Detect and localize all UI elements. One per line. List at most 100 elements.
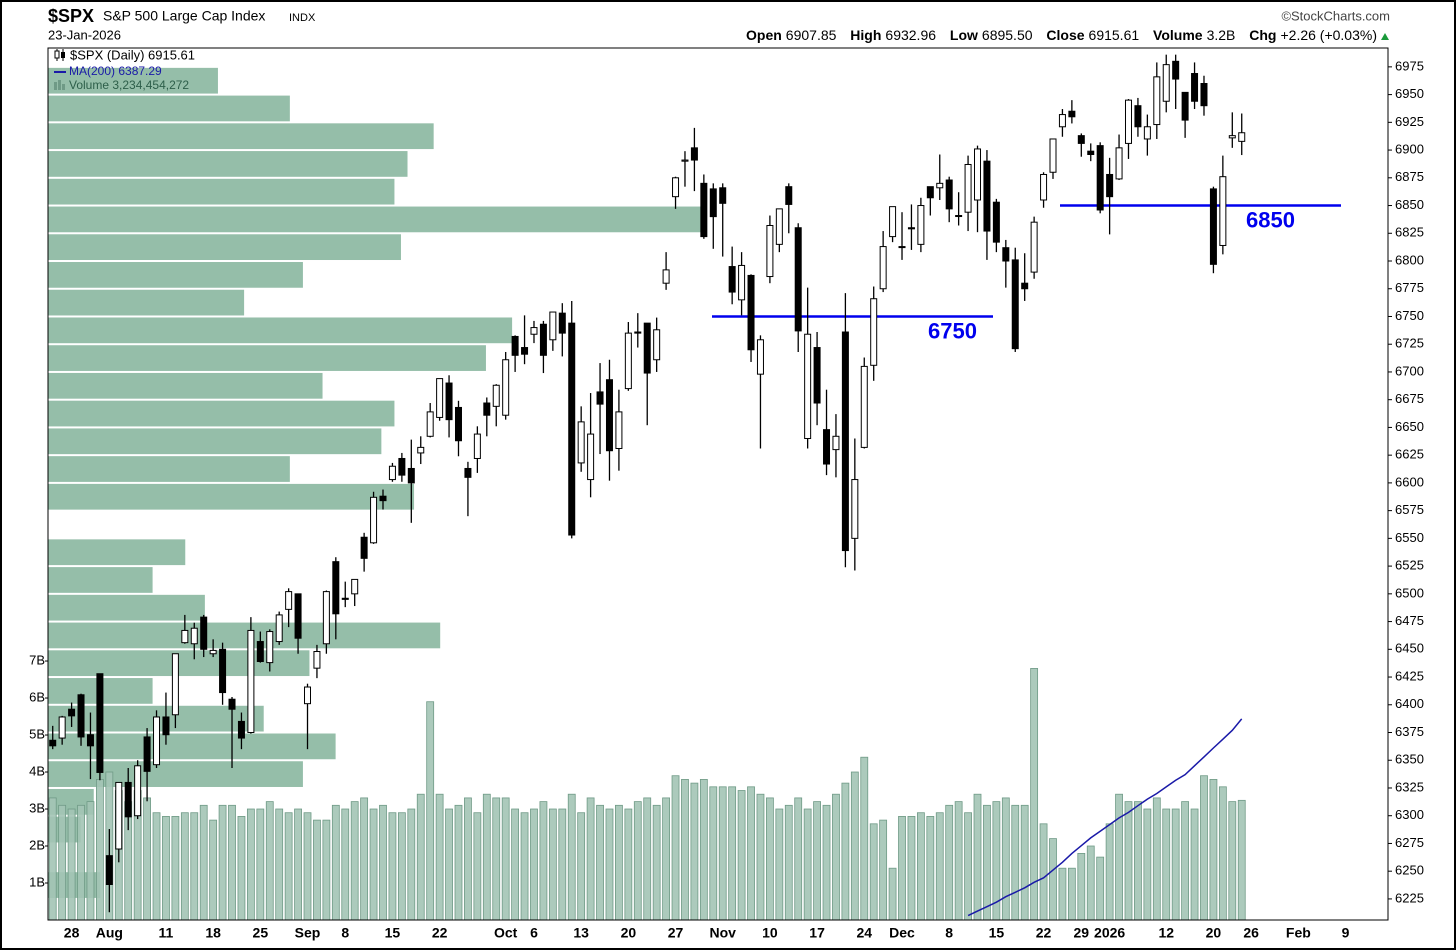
volume-bar	[681, 779, 689, 920]
volume-by-price-bar	[48, 262, 303, 288]
candle-body	[738, 264, 746, 301]
candle-body	[483, 402, 491, 416]
volume-by-price-bar	[48, 761, 303, 787]
volume-bar	[1067, 867, 1076, 920]
candle-body	[58, 716, 66, 739]
volume-tick-label: 4B	[29, 763, 45, 778]
candle-body	[162, 716, 170, 736]
exchange: INDX	[289, 12, 316, 24]
volume-bar	[832, 793, 840, 920]
candle-body	[945, 179, 953, 210]
candle-body	[294, 593, 302, 639]
volume-by-price-bar	[48, 345, 486, 371]
volume-bar	[86, 801, 95, 920]
volume-bar	[850, 771, 859, 920]
candle-body	[605, 379, 613, 452]
candle-body	[171, 653, 179, 716]
candle-body	[256, 641, 264, 663]
legend-icon	[54, 50, 60, 59]
x-tick-label: 10	[762, 925, 778, 941]
candle-body	[1011, 259, 1019, 350]
volume-bar	[775, 808, 784, 920]
y-tick-label: 6625	[1395, 447, 1424, 462]
quote-value: 6932.96	[885, 27, 936, 43]
x-tick-label: 15	[989, 925, 1005, 941]
volume-bar	[916, 812, 925, 920]
y-tick-label: 6725	[1395, 336, 1424, 351]
y-tick-label: 6350	[1395, 752, 1424, 767]
volume-bar	[983, 804, 991, 920]
candle-body	[672, 177, 680, 198]
y-tick-label: 6800	[1395, 252, 1424, 267]
candle-body	[454, 406, 462, 442]
candle-body	[615, 411, 623, 449]
quote-value: 6907.85	[786, 27, 837, 43]
y-tick-label: 6575	[1395, 502, 1424, 517]
candle-body	[68, 708, 76, 717]
candle-body	[388, 465, 396, 481]
volume-by-price-bar	[48, 622, 441, 649]
x-tick-label: 28	[64, 925, 80, 941]
level-label: 6750	[928, 318, 977, 343]
volume-bar	[379, 804, 387, 920]
volume-bar	[473, 812, 482, 920]
level-label: 6850	[1246, 207, 1295, 232]
y-tick-label: 6825	[1395, 225, 1424, 240]
x-tick-label: 17	[809, 925, 825, 941]
volume-bar	[728, 786, 737, 920]
candle-body	[86, 734, 94, 747]
volume-bar	[869, 823, 878, 920]
volume-bar	[48, 797, 57, 920]
volume-by-price-bar	[48, 594, 205, 621]
volume-bar	[1190, 808, 1199, 920]
candle-body	[709, 188, 717, 218]
y-tick-label: 6275	[1395, 835, 1424, 850]
candle-body	[1058, 114, 1066, 128]
candle-body	[719, 187, 727, 204]
x-tick-label: 22	[432, 925, 448, 941]
volume-tick-label: 6B	[29, 689, 45, 704]
candle-body	[105, 855, 113, 885]
volume-bar	[407, 808, 416, 920]
volume-bar	[209, 819, 218, 920]
volume-bar	[605, 808, 614, 920]
candle-body	[841, 331, 849, 552]
y-tick-label: 6375	[1395, 724, 1424, 739]
volume-bar	[794, 797, 803, 920]
candle-body	[879, 246, 887, 290]
volume-bar	[482, 793, 491, 920]
y-tick-label: 6450	[1395, 641, 1424, 656]
candle-body	[539, 323, 547, 356]
volume-by-price-bar	[48, 289, 245, 316]
volume-bar	[397, 812, 406, 920]
volume-bar	[58, 804, 67, 920]
volume-bar	[1134, 801, 1142, 920]
volume-bar	[718, 786, 727, 920]
candle-body	[436, 378, 444, 418]
candle-body	[974, 148, 982, 201]
volume-bar	[1228, 801, 1237, 920]
candle-body	[1219, 176, 1227, 246]
candle-body	[756, 339, 764, 375]
volume-bar	[596, 804, 604, 920]
volume-bar	[624, 808, 633, 920]
volume-bar	[350, 801, 359, 920]
volume-bar	[162, 816, 170, 920]
candle-body	[898, 246, 906, 249]
candle-body	[1200, 83, 1208, 107]
candle-body	[1030, 221, 1038, 273]
volume-bar	[671, 775, 680, 920]
candle-body	[596, 391, 604, 405]
volume-bar	[1143, 808, 1152, 920]
candle-body	[587, 433, 595, 481]
candle-body	[851, 479, 859, 539]
quote-label: Open	[746, 27, 782, 43]
candle-body	[351, 578, 359, 595]
x-tick-label: 15	[385, 925, 401, 941]
candle-body	[200, 616, 208, 650]
candle-body	[1115, 147, 1123, 180]
candle-body	[322, 591, 330, 645]
volume-by-price-bar	[48, 428, 382, 455]
legend-label: MA(200) 6387.29	[69, 64, 162, 78]
axes: 6225 6250 6275 6300 6325 6350 6375 6400 6425 6450…	[29, 58, 1424, 940]
